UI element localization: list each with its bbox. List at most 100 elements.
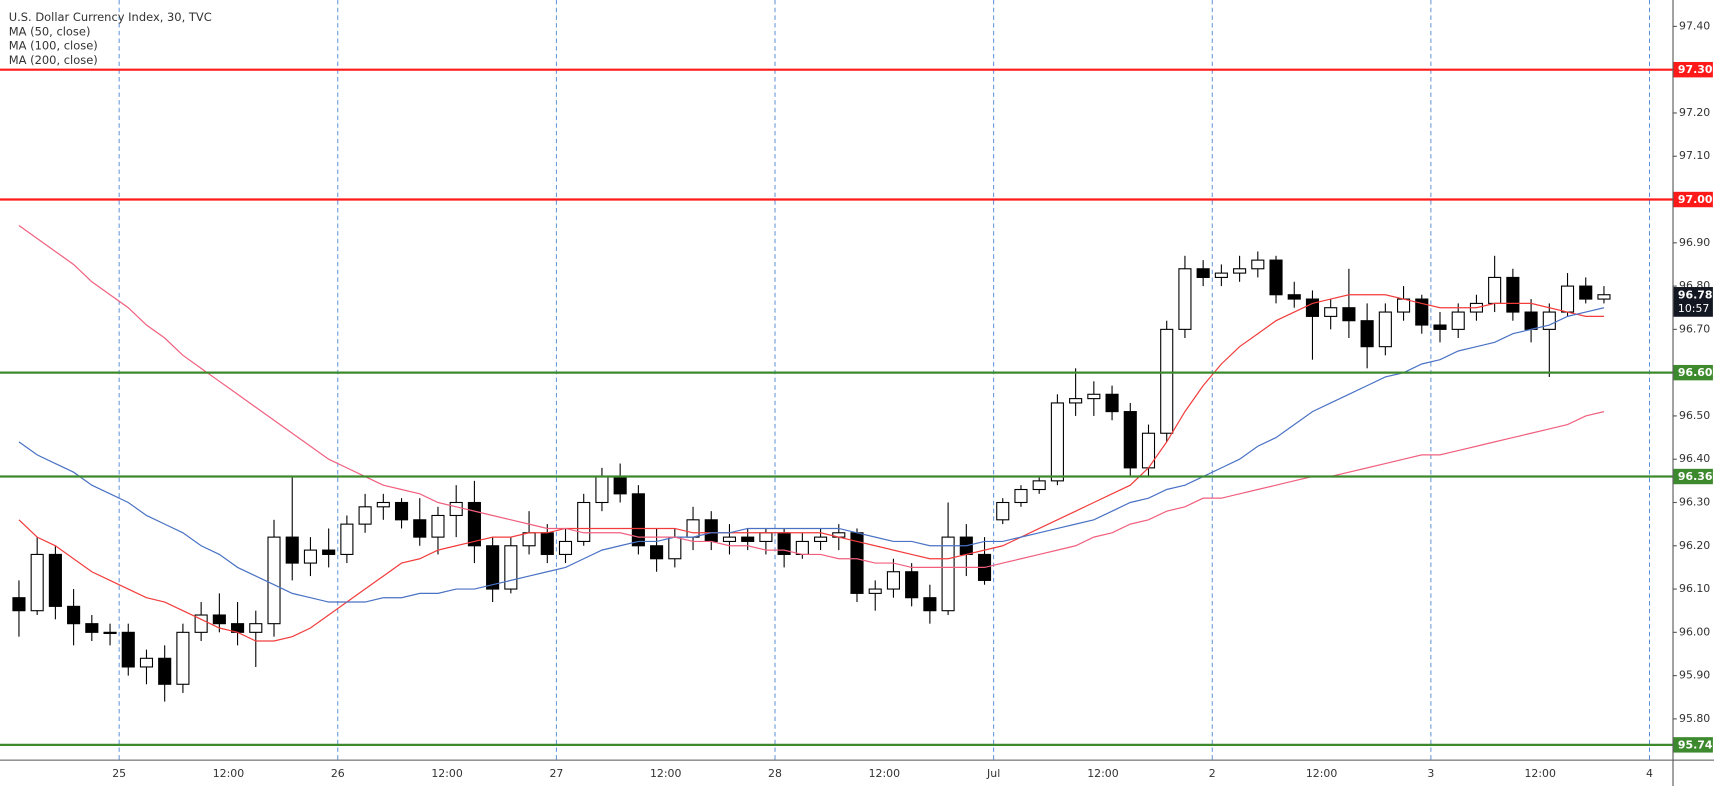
candle-body [1324, 307, 1338, 317]
y-tick-label: 96.30 [1679, 495, 1710, 508]
candle-body [1305, 298, 1320, 317]
candle-body [650, 545, 664, 560]
y-tick-label: 96.50 [1679, 409, 1710, 422]
x-tick-label: Jul [986, 767, 1000, 780]
candle-body [741, 536, 755, 542]
x-tick-label: 12:00 [431, 767, 462, 780]
y-tick-label: 96.10 [1679, 582, 1710, 595]
y-tick-label: 96.40 [1679, 452, 1710, 465]
chart-title: U.S. Dollar Currency Index, 30, TVC [9, 10, 212, 24]
y-tick-label: 96.00 [1679, 625, 1710, 638]
candle-body [1360, 320, 1374, 348]
candle-body [704, 519, 718, 542]
x-tick-label: 12:00 [1524, 767, 1555, 780]
candle-body [1087, 393, 1101, 400]
x-tick-label: 27 [549, 767, 563, 780]
candle-body [1415, 298, 1429, 326]
candle-body [1105, 393, 1119, 413]
candle-body [886, 571, 900, 590]
candle-body [1560, 285, 1575, 313]
bar-countdown: 10:57 [1678, 302, 1709, 315]
x-tick-label: 12:00 [213, 767, 244, 780]
candle-body [194, 614, 208, 633]
moving-average [18, 307, 1605, 603]
candle-body [1506, 276, 1520, 313]
y-tick-label: 97.40 [1679, 19, 1710, 32]
candle-body [668, 536, 682, 560]
y-tick-label: 96.20 [1679, 539, 1710, 552]
x-tick-label: 12:00 [1087, 767, 1118, 780]
candle-body [868, 588, 882, 594]
last-price-tag [1673, 287, 1713, 317]
candle-body [1269, 259, 1283, 296]
y-tick-label: 95.90 [1679, 669, 1710, 682]
legend-entry: MA (100, close) [9, 39, 98, 53]
candle-body [121, 631, 135, 668]
y-tick-label: 96.90 [1679, 236, 1710, 249]
candle-body [905, 571, 919, 599]
moving-average [18, 294, 1604, 642]
candle-body [85, 623, 99, 633]
level-tag [1673, 468, 1713, 485]
candle-body [759, 532, 773, 542]
x-tick-label: 12:00 [650, 767, 681, 780]
candle-body [595, 475, 609, 504]
candle-body [1287, 294, 1301, 300]
level-tag [1673, 364, 1713, 381]
candle-body [1342, 307, 1356, 322]
candle-body [303, 549, 318, 564]
candle-body [1433, 324, 1447, 330]
candle-body [1032, 480, 1046, 491]
candle-body [176, 631, 190, 685]
candle-body [1378, 311, 1392, 348]
x-tick-label: 26 [331, 767, 345, 780]
candle-body [376, 501, 390, 508]
candle-body [1251, 259, 1265, 270]
level-label: 95.74 [1678, 738, 1713, 751]
candle-body [394, 501, 409, 521]
level-tag [1673, 61, 1713, 78]
level-tag [1673, 191, 1713, 208]
level-label: 96.36 [1678, 470, 1713, 483]
candle-body [30, 553, 44, 612]
marks-layer [12, 225, 1611, 702]
candle-body [577, 501, 591, 542]
candle-body [1597, 294, 1611, 300]
candle-body [795, 540, 809, 555]
y-tick-label: 95.80 [1679, 712, 1710, 725]
candle-body [1178, 268, 1192, 330]
candle-body [504, 545, 518, 590]
candle-body [1233, 268, 1247, 274]
level-label: 97.00 [1678, 193, 1713, 206]
candle-body [12, 597, 26, 612]
level-label: 96.60 [1678, 366, 1713, 379]
candle-body [1160, 328, 1174, 434]
y-tick-label: 96.70 [1679, 322, 1710, 335]
candle-body [431, 514, 445, 538]
x-tick-label: 25 [112, 767, 126, 780]
candle-body [1214, 272, 1228, 278]
candle-body [558, 540, 573, 555]
last-price-label: 96.78 [1678, 288, 1713, 301]
candle-body [1050, 402, 1064, 482]
candle-body [923, 597, 937, 612]
candle-body [941, 536, 955, 612]
candle-body [1542, 311, 1556, 330]
y-tick-label: 97.20 [1679, 106, 1710, 119]
candle-body [449, 501, 463, 517]
candle-body [1123, 411, 1137, 469]
candle-body [631, 493, 645, 547]
candle-body [139, 657, 154, 668]
candle-body [1014, 488, 1028, 504]
candle-body [1524, 311, 1538, 330]
candle-body [413, 519, 427, 538]
candle-body [249, 623, 263, 633]
x-tick-label: 3 [1427, 767, 1434, 780]
candle-body [1488, 276, 1502, 304]
y-tick-label: 97.10 [1679, 149, 1710, 162]
candle-body [158, 657, 172, 685]
candle-body [340, 523, 354, 555]
